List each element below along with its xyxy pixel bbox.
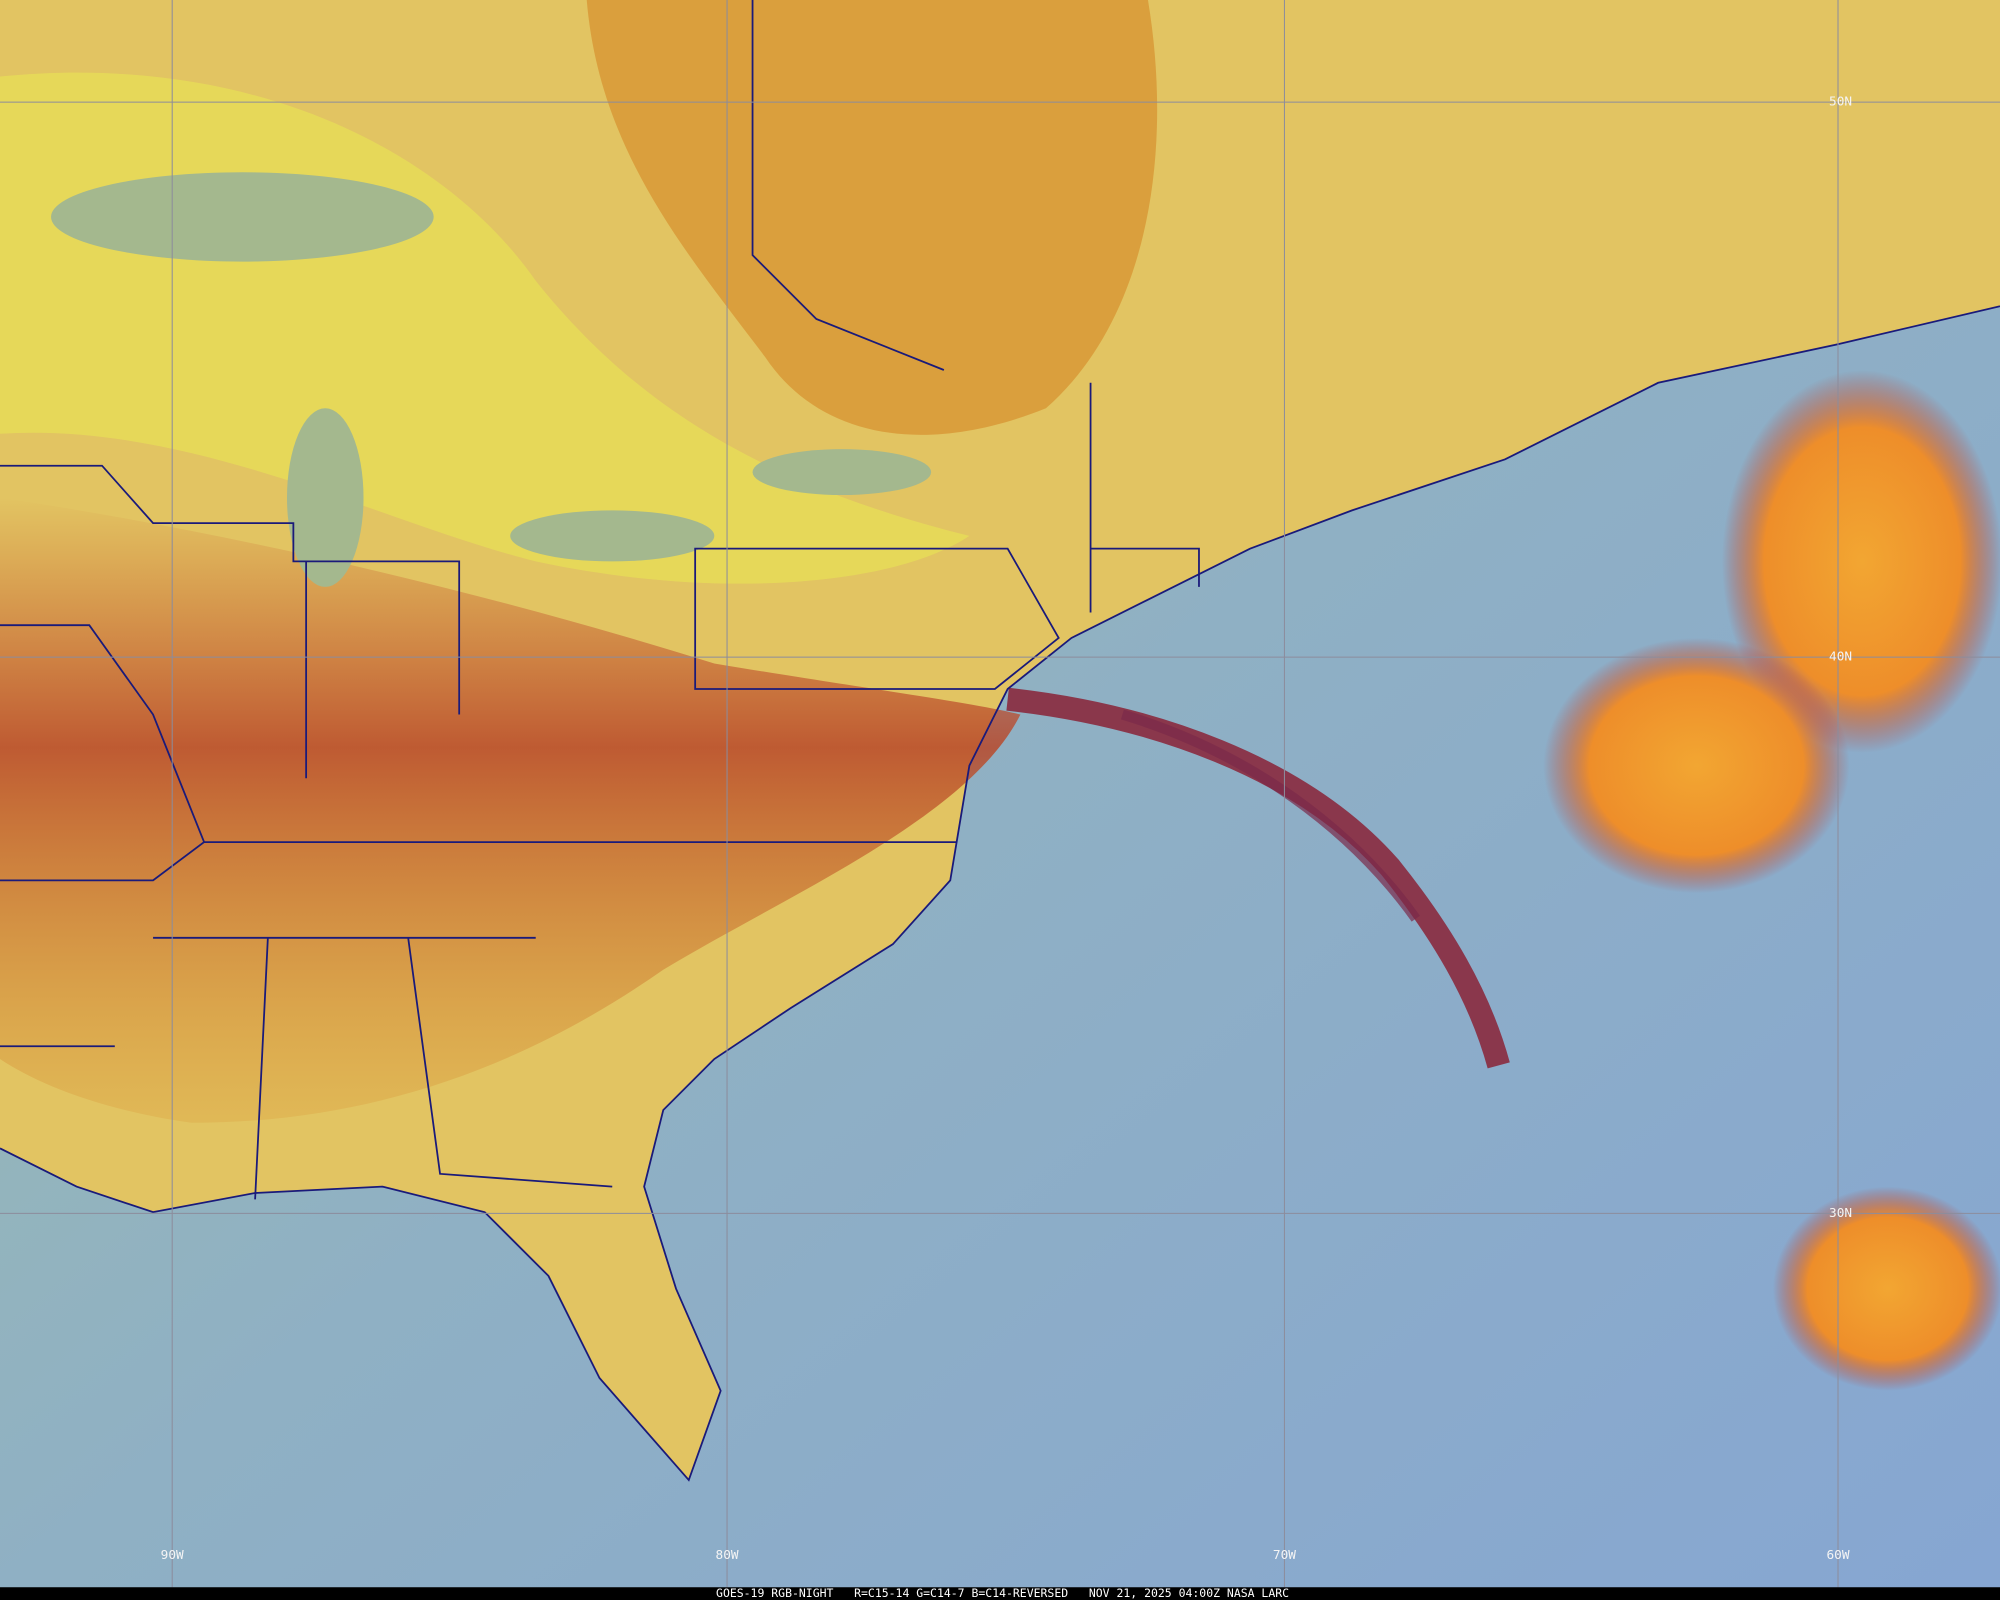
longitude-label: 70W bbox=[1273, 1548, 1296, 1563]
lake bbox=[510, 510, 715, 562]
footer-caption: GOES-19 RGB-NIGHT R=C15-14 G=C14-7 B=C14… bbox=[716, 1586, 1289, 1600]
longitude-label: 80W bbox=[716, 1548, 739, 1563]
jet-stream-arc bbox=[1120, 709, 1420, 922]
orange-cloud-band bbox=[0, 497, 1021, 1123]
coastline bbox=[0, 305, 2000, 1482]
orange-cloud-east bbox=[1543, 637, 1850, 894]
latitude-label: 50N bbox=[1829, 95, 1852, 110]
state-borders bbox=[0, 0, 1200, 1200]
lake bbox=[752, 449, 932, 496]
longitude-label: 90W bbox=[161, 1548, 184, 1563]
longitude-label: 60W bbox=[1826, 1548, 1849, 1563]
orange-cloud-north bbox=[586, 0, 1158, 435]
latitude-label: 40N bbox=[1829, 650, 1852, 665]
latitude-label: 30N bbox=[1829, 1206, 1852, 1221]
footer-bar bbox=[0, 1587, 2000, 1600]
lake bbox=[286, 408, 364, 587]
lake bbox=[51, 172, 434, 262]
orange-cloud-southeast bbox=[1772, 1186, 2000, 1391]
